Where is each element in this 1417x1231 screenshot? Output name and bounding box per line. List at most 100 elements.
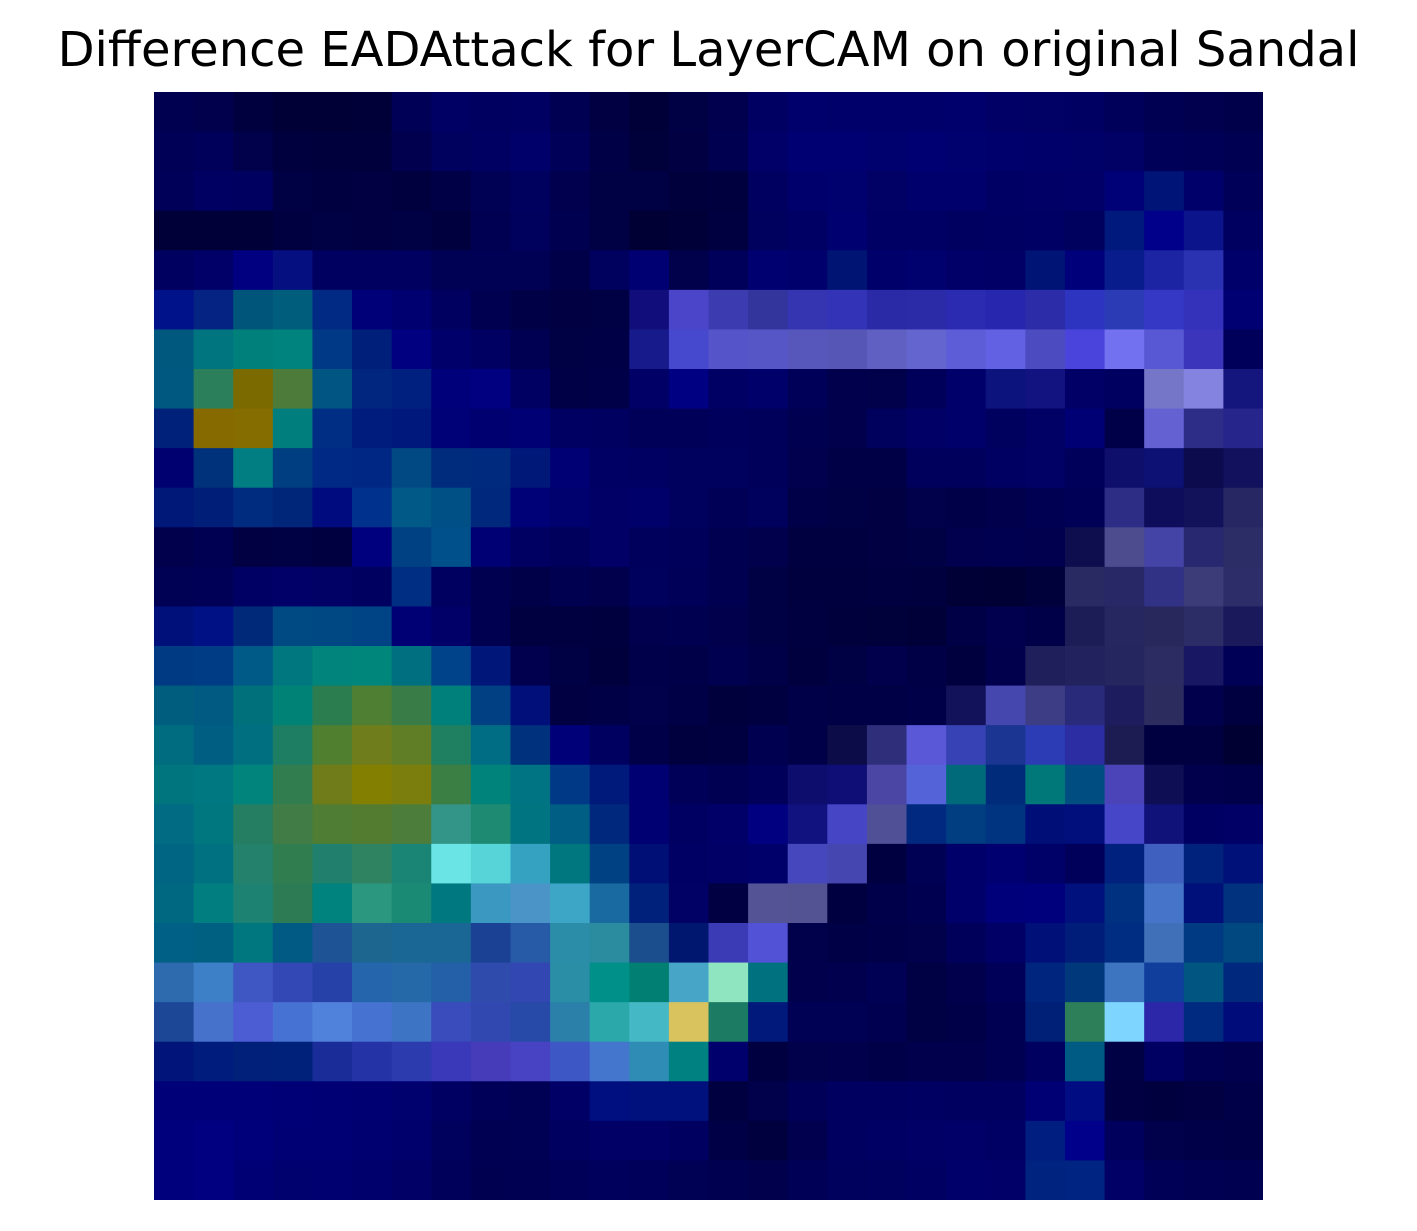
- heatmap-cell: [629, 646, 670, 687]
- heatmap-cell: [1064, 606, 1106, 647]
- heatmap-cell: [1025, 566, 1066, 608]
- heatmap-cell: [985, 725, 1026, 766]
- heatmap-cell: [470, 131, 512, 172]
- heatmap-cell: [946, 804, 987, 845]
- heatmap-cell: [233, 606, 274, 647]
- heatmap-cell: [1144, 527, 1185, 568]
- heatmap-cell: [1144, 685, 1185, 726]
- heatmap-cell: [708, 1081, 749, 1122]
- heatmap-cell: [391, 764, 432, 805]
- heatmap-cell: [946, 685, 987, 726]
- heatmap-cell: [866, 962, 908, 1003]
- heatmap-cell: [748, 171, 789, 212]
- heatmap-cell: [510, 1041, 551, 1082]
- heatmap-cell: [827, 804, 868, 845]
- heatmap-cell: [1183, 646, 1224, 687]
- heatmap-cell: [431, 131, 472, 172]
- heatmap-cell: [272, 646, 314, 687]
- heatmap-cell: [1183, 725, 1224, 766]
- heatmap-cell: [352, 487, 393, 528]
- heatmap-cell: [431, 408, 472, 449]
- heatmap-cell: [431, 764, 472, 805]
- heatmap-cell: [272, 883, 314, 924]
- heatmap-cell: [946, 962, 987, 1003]
- heatmap-cell: [193, 210, 234, 251]
- heatmap-cell: [154, 923, 195, 964]
- heatmap-cell: [1144, 1160, 1185, 1200]
- heatmap-cell: [985, 171, 1026, 212]
- heatmap-cell: [629, 171, 670, 212]
- heatmap-cell: [312, 408, 353, 449]
- heatmap-cell: [866, 1120, 908, 1162]
- heatmap-cell: [391, 843, 432, 885]
- heatmap-cell: [708, 725, 749, 766]
- heatmap-cell: [985, 1081, 1026, 1122]
- heatmap-cell: [629, 566, 670, 608]
- heatmap-cell: [1025, 487, 1066, 528]
- heatmap-cell: [272, 1002, 314, 1043]
- heatmap-cell: [1223, 883, 1263, 924]
- heatmap-cell: [866, 1081, 908, 1122]
- heatmap-cell: [1223, 1160, 1263, 1200]
- heatmap-cell: [1104, 883, 1145, 924]
- heatmap-cell: [510, 527, 551, 568]
- heatmap-cell: [470, 1081, 512, 1122]
- heatmap-cell: [312, 210, 353, 251]
- heatmap-cell: [748, 1120, 789, 1162]
- heatmap-cell: [510, 448, 551, 489]
- heatmap-cell: [866, 566, 908, 608]
- heatmap-cell: [748, 527, 789, 568]
- heatmap-cell: [550, 725, 591, 766]
- heatmap-cell: [985, 92, 1026, 133]
- heatmap-cell: [946, 883, 987, 924]
- heatmap-cell: [312, 1160, 353, 1200]
- heatmap-cell: [1104, 606, 1145, 647]
- heatmap-cell: [906, 923, 947, 964]
- heatmap-cell: [193, 289, 234, 331]
- heatmap-cell: [1223, 1041, 1263, 1082]
- heatmap-cell: [629, 685, 670, 726]
- heatmap-cell: [154, 646, 195, 687]
- heatmap-cell: [906, 725, 947, 766]
- heatmap-cell: [1223, 764, 1263, 805]
- heatmap-cell: [787, 1081, 828, 1122]
- heatmap-cell: [1025, 131, 1066, 172]
- heatmap-cell: [1144, 566, 1185, 608]
- heatmap-cell: [787, 764, 828, 805]
- heatmap-cell: [1064, 1160, 1106, 1200]
- heatmap-cell: [827, 329, 868, 370]
- heatmap-cell: [827, 883, 868, 924]
- heatmap-cell: [312, 329, 353, 370]
- heatmap-cell: [1064, 329, 1106, 370]
- heatmap-cell: [748, 131, 789, 172]
- heatmap-cell: [589, 92, 630, 133]
- heatmap-cell: [1025, 448, 1066, 489]
- heatmap-cell: [391, 369, 432, 410]
- heatmap-cell: [946, 725, 987, 766]
- heatmap-cell: [708, 606, 749, 647]
- heatmap-cell: [193, 527, 234, 568]
- heatmap-cell: [352, 764, 393, 805]
- heatmap-cell: [866, 408, 908, 449]
- heatmap-cell: [1183, 843, 1224, 885]
- heatmap-cell: [866, 646, 908, 687]
- heatmap-cell: [431, 606, 472, 647]
- heatmap-cell: [668, 1160, 710, 1200]
- heatmap-cell: [906, 448, 947, 489]
- heatmap-cell: [668, 883, 710, 924]
- heatmap-cell: [154, 408, 195, 449]
- heatmap-cell: [272, 92, 314, 133]
- heatmap-cell: [866, 1160, 908, 1200]
- heatmap-cell: [431, 92, 472, 133]
- heatmap-cell: [233, 92, 274, 133]
- heatmap-cell: [748, 1160, 789, 1200]
- heatmap-cell: [470, 1120, 512, 1162]
- heatmap-cell: [827, 487, 868, 528]
- heatmap-cell: [866, 804, 908, 845]
- heatmap-cell: [1025, 408, 1066, 449]
- heatmap-cell: [866, 764, 908, 805]
- heatmap-cell: [352, 883, 393, 924]
- heatmap-cell: [550, 566, 591, 608]
- heatmap-cell: [1144, 210, 1185, 251]
- heatmap-cell: [906, 487, 947, 528]
